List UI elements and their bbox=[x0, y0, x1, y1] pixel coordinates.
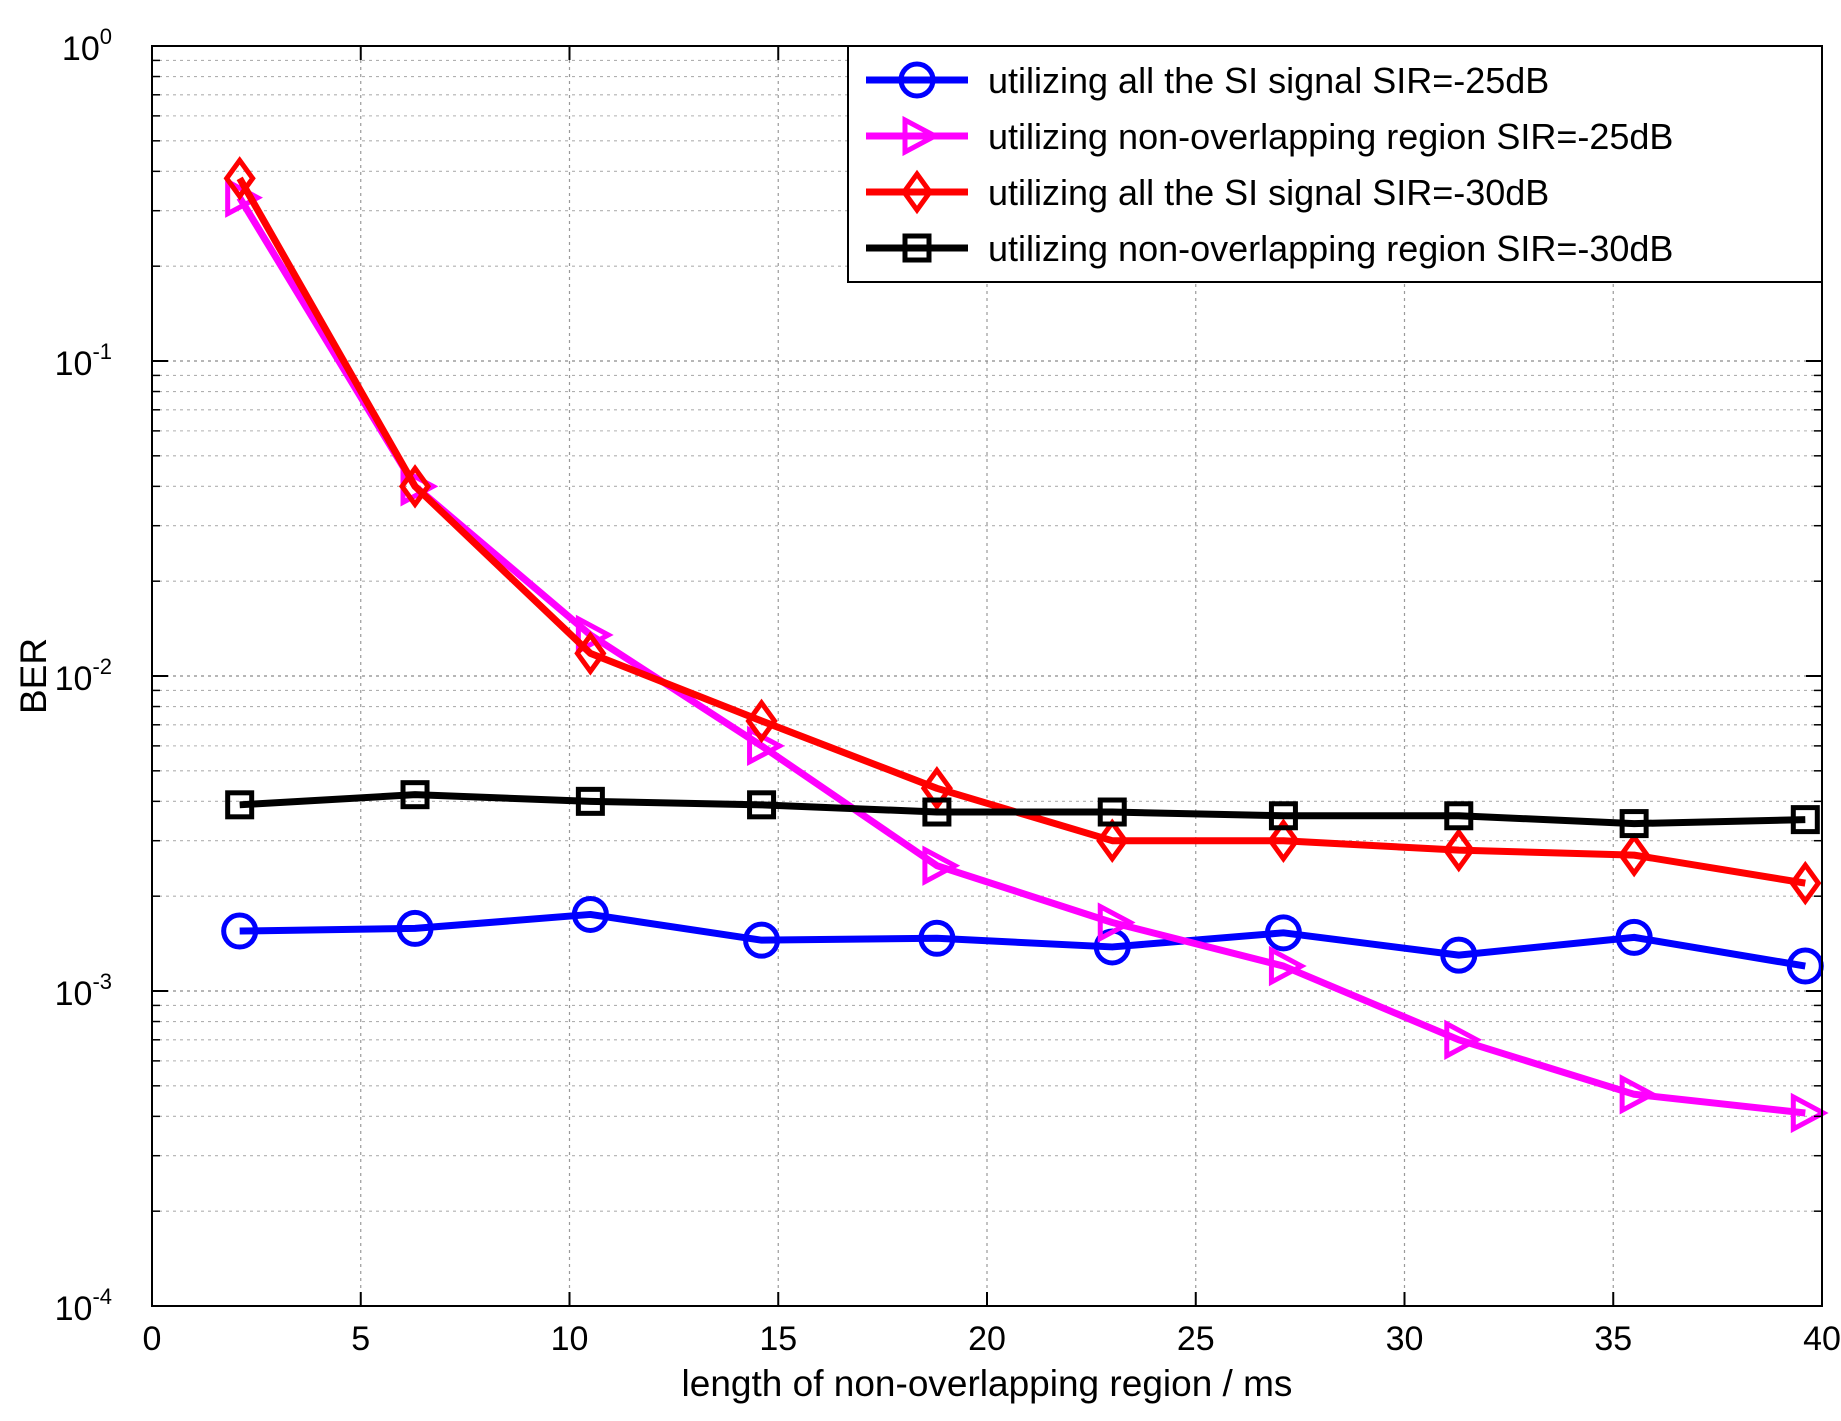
data-point bbox=[743, 921, 781, 959]
data-point bbox=[1790, 1092, 1829, 1134]
legend-box bbox=[847, 45, 1823, 283]
data-point bbox=[398, 464, 432, 509]
legend-entry: utilizing all the SI signal SIR=-30dB bbox=[866, 169, 1549, 215]
data-point bbox=[1442, 827, 1475, 873]
data-point bbox=[1444, 801, 1474, 831]
y-axis-label: BER bbox=[13, 638, 54, 714]
series-4 bbox=[225, 780, 1820, 839]
data-point bbox=[1619, 809, 1649, 839]
data-point bbox=[1264, 914, 1302, 952]
data-point bbox=[1267, 818, 1300, 863]
data-point bbox=[745, 698, 778, 744]
legend-label: utilizing all the SI signal SIR=-30dB bbox=[988, 172, 1549, 213]
y-tick-exponent: -1 bbox=[92, 339, 112, 364]
series-line bbox=[236, 195, 1806, 1117]
data-point bbox=[1619, 1074, 1658, 1115]
data-point bbox=[1440, 936, 1478, 974]
legend-marker bbox=[902, 233, 932, 263]
y-tick-exponent: -3 bbox=[92, 969, 112, 994]
data-point bbox=[922, 845, 961, 886]
data-point bbox=[1096, 818, 1129, 863]
data-point bbox=[223, 156, 256, 201]
data-point bbox=[400, 780, 430, 810]
y-tick-exponent: -2 bbox=[92, 654, 112, 679]
x-axis-label: length of non-overlapping region / ms bbox=[682, 1363, 1293, 1404]
data-point bbox=[1097, 902, 1136, 943]
legend-marker bbox=[902, 115, 941, 157]
legend-marker bbox=[898, 61, 936, 99]
series-2 bbox=[225, 177, 1829, 1134]
data-point bbox=[920, 766, 953, 811]
x-tick-label: 0 bbox=[143, 1320, 162, 1358]
legend-label: utilizing non-overlapping region SIR=-30… bbox=[988, 228, 1673, 269]
data-point bbox=[1789, 860, 1822, 906]
data-point bbox=[571, 895, 609, 933]
x-tick-label: 35 bbox=[1594, 1320, 1632, 1358]
data-point bbox=[575, 786, 605, 816]
data-point bbox=[1268, 801, 1298, 831]
data-point bbox=[1615, 918, 1653, 956]
series-1 bbox=[221, 895, 1824, 985]
data-point bbox=[574, 631, 607, 676]
legend: utilizing all the SI signal SIR=-25dB uti… bbox=[847, 45, 1823, 283]
data-point bbox=[747, 790, 777, 820]
data-point bbox=[1268, 945, 1307, 987]
data-point bbox=[918, 919, 956, 957]
legend-entry: utilizing all the SI signal SIR=-25dB bbox=[866, 60, 1549, 101]
data-point bbox=[1444, 1019, 1483, 1060]
data-point bbox=[1618, 832, 1651, 878]
legend-entry: utilizing non-overlapping region SIR=-25… bbox=[866, 115, 1673, 157]
y-tick-exponent: -4 bbox=[92, 1284, 112, 1309]
legend-entry: utilizing non-overlapping region SIR=-30… bbox=[866, 228, 1673, 269]
y-tick-exponent: 0 bbox=[100, 24, 112, 49]
series-line bbox=[239, 910, 1806, 970]
x-tick-label: 15 bbox=[759, 1320, 797, 1358]
data-point bbox=[221, 912, 259, 950]
data-point bbox=[1790, 805, 1820, 835]
data-point bbox=[1097, 797, 1127, 827]
x-tick-label: 10 bbox=[551, 1320, 589, 1358]
data-point bbox=[225, 790, 255, 820]
x-tick-label: 25 bbox=[1177, 1320, 1215, 1358]
data-point bbox=[396, 909, 434, 947]
y-tick-label: 10-1 bbox=[55, 339, 112, 383]
legend-label: utilizing non-overlapping region SIR=-25… bbox=[988, 116, 1673, 157]
legend-label: utilizing all the SI signal SIR=-25dB bbox=[988, 60, 1549, 101]
x-tick-label: 5 bbox=[351, 1320, 370, 1358]
x-tick-label: 30 bbox=[1386, 1320, 1424, 1358]
legend-marker bbox=[900, 169, 934, 215]
x-tick-label: 40 bbox=[1803, 1320, 1841, 1358]
series-group bbox=[221, 156, 1829, 1134]
series-line bbox=[239, 791, 1806, 828]
data-point bbox=[922, 797, 952, 827]
x-tick-label: 20 bbox=[968, 1320, 1006, 1358]
